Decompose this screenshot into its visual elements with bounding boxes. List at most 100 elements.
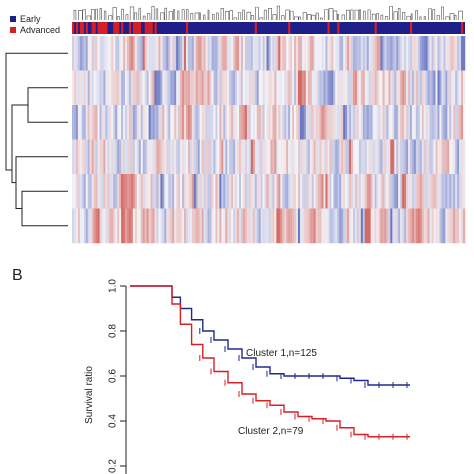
panel-b-survival-plot: B 1.0 0.8 0.6 0.4 0.2 Survival ratio Cluster … xyxy=(12,267,410,474)
heatmap-cell xyxy=(99,208,102,244)
stage-bar-cell-advanced xyxy=(97,22,100,34)
heatmap-cell xyxy=(411,139,415,175)
heatmap-cell xyxy=(282,174,285,209)
heatmap-cell xyxy=(437,208,440,244)
heatmap-cell xyxy=(349,139,352,175)
heatmap-cell xyxy=(93,139,96,175)
heatmap-cell xyxy=(201,105,204,140)
heatmap-cell xyxy=(419,70,423,106)
heatmap-cell xyxy=(132,174,136,209)
heatmap-cell xyxy=(77,208,81,244)
heatmap-cell xyxy=(242,70,246,106)
heatmap-cell xyxy=(89,174,92,209)
heatmap-cell xyxy=(152,139,155,175)
heatmap-cell xyxy=(140,208,143,244)
heatmap-cell xyxy=(417,208,421,244)
heatmap-cell xyxy=(140,36,143,71)
heatmap-cell xyxy=(178,105,181,140)
heatmap-cell xyxy=(158,208,161,244)
heatmap-cell xyxy=(272,70,275,106)
heatmap-cell xyxy=(264,174,267,209)
heatmap-cell xyxy=(87,105,90,140)
heatmap-cell xyxy=(366,139,369,175)
heatmap-cell xyxy=(199,105,202,140)
heatmap-cell xyxy=(142,174,145,209)
heatmap-cell xyxy=(390,208,393,244)
heatmap-cell xyxy=(270,174,273,209)
heatmap-cell xyxy=(266,105,269,140)
legend: Early Advanced xyxy=(10,14,60,35)
column-dendrogram-branch xyxy=(436,15,440,20)
heatmap-cell xyxy=(240,36,244,71)
heatmap-cell xyxy=(296,174,299,209)
column-dendrogram-branch xyxy=(224,11,230,20)
heatmap-cell xyxy=(453,70,456,106)
heatmap-cell xyxy=(431,174,434,209)
row-dendrogram-branch xyxy=(11,104,28,184)
heatmap-cell xyxy=(299,105,303,140)
heatmap-cell xyxy=(382,70,385,106)
heatmap-cell xyxy=(142,139,145,175)
heatmap-cell xyxy=(187,174,191,209)
heatmap-cell xyxy=(307,70,311,106)
heatmap-cell xyxy=(83,208,87,244)
heatmap-cell xyxy=(182,36,185,71)
heatmap-cell xyxy=(382,36,385,71)
heatmap-cell xyxy=(72,105,75,140)
heatmap-cell xyxy=(445,70,448,106)
heatmap-cell xyxy=(205,105,208,140)
heatmap-cell xyxy=(331,174,334,209)
heatmap-cell xyxy=(406,36,409,71)
heatmap-cell xyxy=(425,105,428,140)
heatmap-cell xyxy=(154,139,157,175)
heatmap-cell xyxy=(396,105,399,140)
heatmap-cell xyxy=(368,139,371,175)
heatmap-cell xyxy=(408,174,411,209)
heatmap-cell xyxy=(130,139,134,175)
heatmap-cell xyxy=(303,36,307,71)
heatmap-cell xyxy=(237,36,240,71)
heatmap-cell xyxy=(268,70,271,106)
column-dendrogram-branch xyxy=(168,11,173,20)
heatmap-cell xyxy=(376,208,379,244)
heatmap-cell xyxy=(331,105,334,140)
heatmap-cell xyxy=(105,139,108,175)
heatmap-cell xyxy=(242,36,246,71)
heatmap-cell xyxy=(321,174,324,209)
heatmap-cell xyxy=(354,36,358,71)
heatmap-cell xyxy=(83,36,87,71)
heatmap-cell xyxy=(349,36,352,71)
heatmap-cell xyxy=(107,174,110,209)
heatmap-cell xyxy=(189,36,193,71)
heatmap-cell xyxy=(97,208,100,244)
heatmap-cell xyxy=(343,139,346,175)
heatmap-cell xyxy=(134,139,138,175)
heatmap-cell xyxy=(333,36,336,71)
heatmap-cell xyxy=(150,70,153,106)
column-dendrogram-branch xyxy=(454,14,457,20)
heatmap-cell xyxy=(239,139,242,175)
heatmap-cell xyxy=(319,36,322,71)
heatmap-cell xyxy=(382,208,385,244)
heatmap-cell xyxy=(207,139,210,175)
heatmap-cell xyxy=(341,208,344,244)
heatmap-cell xyxy=(421,36,424,71)
heatmap-cell xyxy=(140,70,143,106)
heatmap-cell xyxy=(441,105,444,140)
heatmap-cell xyxy=(136,174,140,209)
heatmap-cell xyxy=(235,36,238,71)
heatmap-cell xyxy=(121,208,124,244)
column-dendrogram-branch xyxy=(320,17,323,20)
heatmap-cell xyxy=(431,70,434,106)
heatmap-cell xyxy=(197,36,200,71)
heatmap-cell xyxy=(352,174,356,209)
heatmap-cell xyxy=(72,70,75,106)
heatmap-cell xyxy=(347,36,350,71)
heatmap-cell xyxy=(459,174,462,209)
heatmap-cell xyxy=(148,139,151,175)
heatmap-cell xyxy=(325,70,328,106)
heatmap-cell xyxy=(89,208,92,244)
heatmap-cell xyxy=(411,174,415,209)
heatmap-cell xyxy=(103,105,106,140)
column-dendrogram-branch xyxy=(302,12,307,20)
